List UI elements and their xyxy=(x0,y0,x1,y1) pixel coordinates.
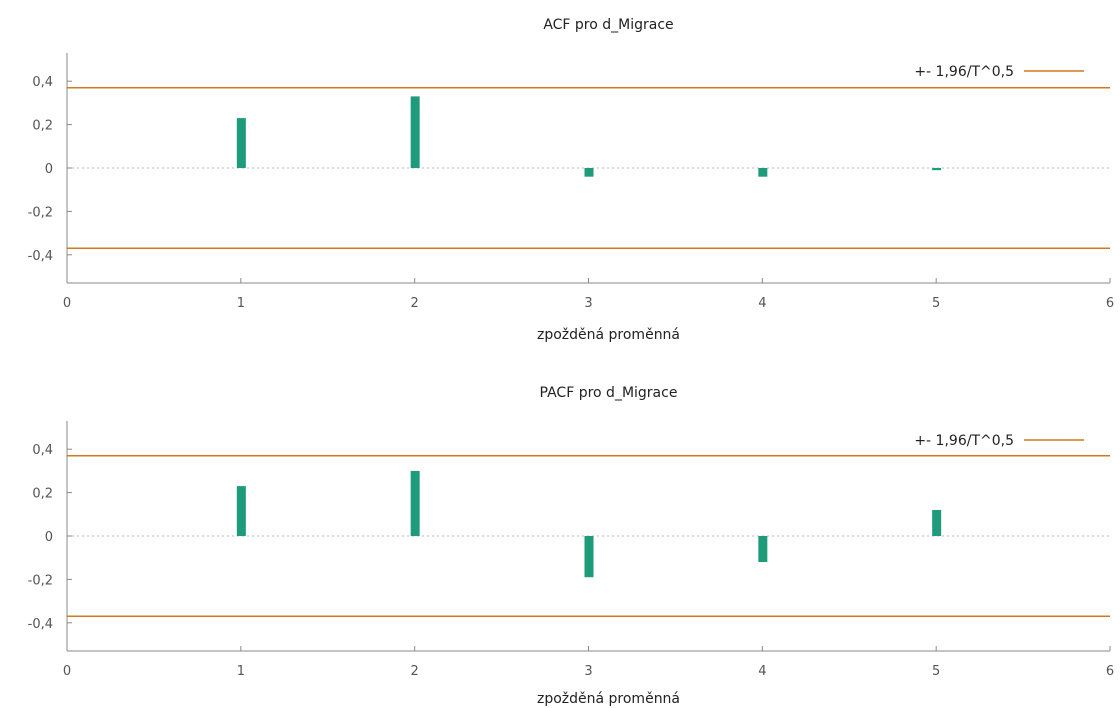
acf-legend-label: +- 1,96/T^0,5 xyxy=(914,64,1014,80)
pacf-x-tick-label: 3 xyxy=(584,664,592,679)
pacf-x-tick-label: 4 xyxy=(758,664,766,679)
acf-y-tick-label: -0,2 xyxy=(28,205,53,220)
acf-chart-title: ACF pro d_Migrace xyxy=(543,17,673,33)
pacf-legend-label: +- 1,96/T^0,5 xyxy=(914,433,1014,449)
pacf-x-tick-label: 0 xyxy=(63,664,71,679)
pacf-bar-lag-5 xyxy=(932,509,942,536)
pacf-x-tick-label: 5 xyxy=(932,664,940,679)
acf-x-tick-label: 2 xyxy=(411,296,419,311)
acf-x-tick-label: 0 xyxy=(63,296,71,311)
acf-y-tick-label: 0,2 xyxy=(32,119,53,134)
acf-bar-lag-3 xyxy=(584,168,594,177)
pacf-chart-title: PACF pro d_Migrace xyxy=(540,385,678,401)
acf-y-tick-label: 0,4 xyxy=(32,75,53,90)
pacf-bar-lag-3 xyxy=(584,536,594,578)
acf-x-tick-label: 6 xyxy=(1106,296,1114,311)
pacf-y-tick-label: 0,4 xyxy=(32,443,53,458)
pacf-y-tick-label: -0,2 xyxy=(28,573,53,588)
pacf-bar-lag-2 xyxy=(410,470,420,536)
acf-y-tick-label: 0 xyxy=(45,162,53,177)
pacf-y-tick-label: 0,2 xyxy=(32,487,53,502)
pacf-bar-lag-4 xyxy=(758,536,768,563)
pacf-y-tick-label: -0,4 xyxy=(28,617,53,632)
acf-x-tick-label: 1 xyxy=(237,296,245,311)
pacf-y-tick-label: 0 xyxy=(45,530,53,545)
acf-bar-lag-2 xyxy=(410,96,420,168)
acf-x-axis-label: zpožděná proměnná xyxy=(537,327,680,343)
acf-x-tick-label: 3 xyxy=(584,296,592,311)
acf-x-tick-label: 5 xyxy=(932,296,940,311)
acf-bar-lag-4 xyxy=(758,168,768,177)
pacf-chart: PACF pro d_Migrace 0,4 0,2 0 -0,2 -0,4 0 1 2 3 4 5 6… xyxy=(28,385,1115,707)
acf-x-tick-label: 4 xyxy=(758,296,766,311)
pacf-x-axis-label: zpožděná proměnná xyxy=(537,691,680,707)
acf-bar-lag-5 xyxy=(932,168,942,171)
pacf-bar-lag-1 xyxy=(236,486,246,536)
pacf-x-tick-label: 2 xyxy=(411,664,419,679)
pacf-x-tick-label: 1 xyxy=(237,664,245,679)
acf-chart: ACF pro d_Migrace 0,4 0,2 0 -0,2 -0,4 0 1 2 3 4 5 6 +… xyxy=(28,17,1115,343)
pacf-x-tick-label: 6 xyxy=(1106,664,1114,679)
acf-bar-lag-1 xyxy=(236,118,246,168)
acf-y-tick-label: -0,4 xyxy=(28,249,53,264)
